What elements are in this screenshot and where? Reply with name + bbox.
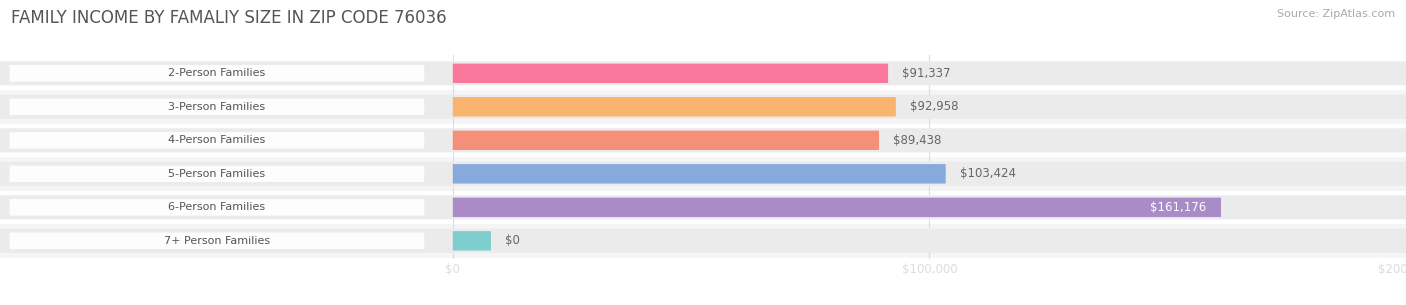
Text: 5-Person Families: 5-Person Families [169,169,266,179]
Text: 7+ Person Families: 7+ Person Families [163,236,270,246]
FancyBboxPatch shape [453,97,896,117]
Text: 4-Person Families: 4-Person Families [169,135,266,145]
Bar [0,56,1406,90]
FancyBboxPatch shape [453,231,491,250]
Bar [0,90,1406,124]
Text: 3-Person Families: 3-Person Families [169,102,266,112]
Text: 2-Person Families: 2-Person Families [169,68,266,78]
FancyBboxPatch shape [0,162,1406,186]
Bar [0,157,1406,191]
Text: Source: ZipAtlas.com: Source: ZipAtlas.com [1277,9,1395,19]
Text: $92,958: $92,958 [910,100,959,113]
FancyBboxPatch shape [453,164,946,184]
FancyBboxPatch shape [10,166,425,182]
FancyBboxPatch shape [453,131,879,150]
FancyBboxPatch shape [10,99,425,115]
Text: $103,424: $103,424 [960,167,1017,180]
Bar [0,224,1406,258]
Text: FAMILY INCOME BY FAMALIY SIZE IN ZIP CODE 76036: FAMILY INCOME BY FAMALIY SIZE IN ZIP COD… [11,9,447,27]
FancyBboxPatch shape [0,128,1406,152]
FancyBboxPatch shape [10,132,425,149]
FancyBboxPatch shape [10,199,425,216]
FancyBboxPatch shape [0,229,1406,253]
FancyBboxPatch shape [453,198,1220,217]
Text: $161,176: $161,176 [1150,201,1206,214]
Bar [0,191,1406,224]
FancyBboxPatch shape [10,233,425,249]
FancyBboxPatch shape [10,65,425,81]
Text: 6-Person Families: 6-Person Families [169,202,266,212]
Text: $89,438: $89,438 [893,134,942,147]
Text: $91,337: $91,337 [903,67,950,80]
FancyBboxPatch shape [0,195,1406,219]
FancyBboxPatch shape [0,61,1406,85]
Bar [0,124,1406,157]
FancyBboxPatch shape [453,64,889,83]
Text: $0: $0 [505,234,520,247]
FancyBboxPatch shape [0,95,1406,119]
